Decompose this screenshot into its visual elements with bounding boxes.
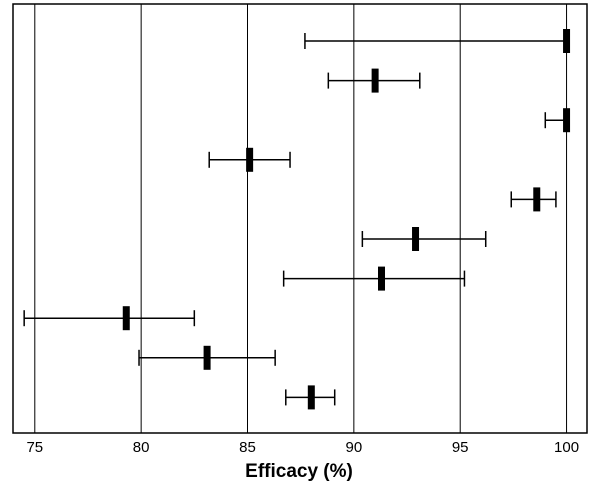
- estimate-marker: [378, 266, 386, 291]
- x-tick-label-75: 75: [26, 439, 43, 456]
- forest-row-3: [544, 108, 571, 133]
- plot-frame: [12, 3, 588, 434]
- estimate-marker: [412, 227, 420, 251]
- x-tick-label-80: 80: [133, 439, 150, 456]
- data-points: [23, 29, 571, 410]
- estimate-marker: [533, 187, 541, 212]
- forest-row-10: [285, 385, 336, 410]
- forest-row-5: [510, 187, 557, 212]
- x-tick-label-100: 100: [554, 439, 579, 456]
- forest-row-1: [304, 29, 571, 53]
- estimate-marker: [122, 306, 130, 331]
- forest-row-2: [327, 68, 421, 93]
- estimate-marker: [563, 108, 571, 133]
- forest-row-4: [208, 147, 291, 172]
- x-tick-label-95: 95: [452, 439, 469, 456]
- x-axis-ticks: 75 80 85 90 95 100: [26, 439, 579, 456]
- estimate-marker: [307, 385, 315, 410]
- forest-row-7: [282, 266, 466, 291]
- forest-row-6: [361, 227, 487, 251]
- estimate-marker: [563, 29, 571, 53]
- forest-row-8: [23, 306, 196, 331]
- x-tick-label-90: 90: [346, 439, 363, 456]
- estimate-marker: [203, 345, 211, 370]
- estimate-marker: [371, 68, 379, 93]
- forest-row-9: [138, 345, 276, 370]
- grid-lines: [34, 4, 568, 433]
- x-tick-label-85: 85: [239, 439, 256, 456]
- estimate-marker: [246, 147, 254, 172]
- x-axis-title: Efficacy (%): [245, 461, 353, 482]
